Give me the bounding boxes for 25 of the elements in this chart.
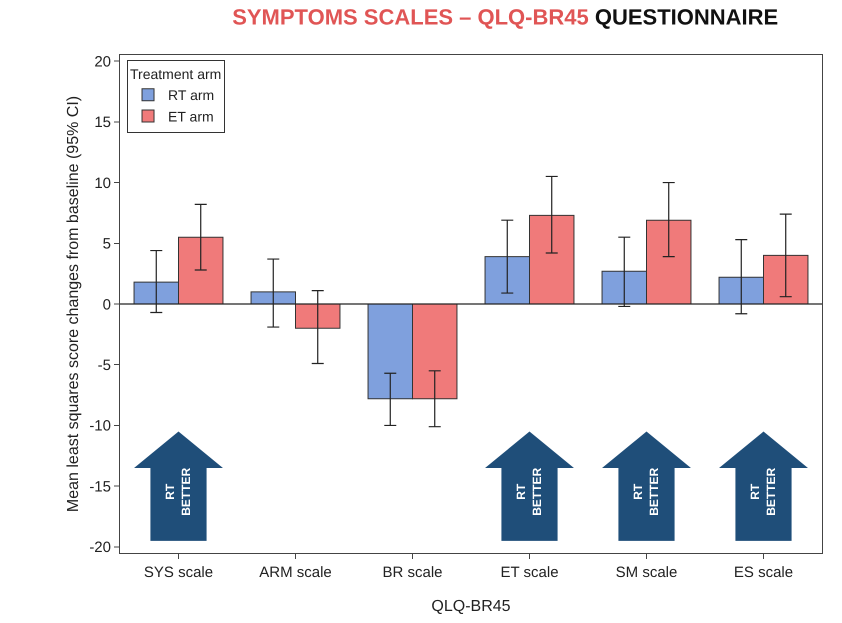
x-tick-label: SYS scale [144,564,214,581]
y-tick-label: -15 [89,478,111,496]
x-tick-label: ET scale [500,564,559,581]
annotation: RT BETTER [748,467,778,516]
legend-label: ET arm [168,108,214,124]
y-tick-label: 5 [102,236,111,253]
annotation: RT BETTER [163,467,193,516]
chart-title: SYMPTOMS SCALES – QLQ-BR45 QUESTIONNAIRE [232,4,778,30]
y-tick-label: -5 [98,356,111,374]
legend-title: Treatment arm [130,66,222,82]
annotation: RT BETTER [514,467,544,516]
legend-label: RT arm [168,87,214,104]
y-tick-label: 20 [94,53,111,70]
x-tick-label: ARM scale [259,564,332,581]
y-tick-label: 15 [94,114,111,132]
y-tick-label: 0 [102,296,111,314]
x-tick-label: SM scale [616,564,678,581]
y-axis-title: Mean least squares score changes from baseline (95% CI) [65,96,82,512]
x-axis-title: QLQ-BR45 [431,598,511,615]
y-tick-label: 10 [94,174,111,192]
x-tick-label: ES scale [734,564,794,581]
annotation: RT BETTER [631,467,661,516]
y-tick-label: -20 [89,539,111,556]
x-tick-label: BR scale [382,564,443,581]
y-tick-label: -10 [89,418,111,435]
